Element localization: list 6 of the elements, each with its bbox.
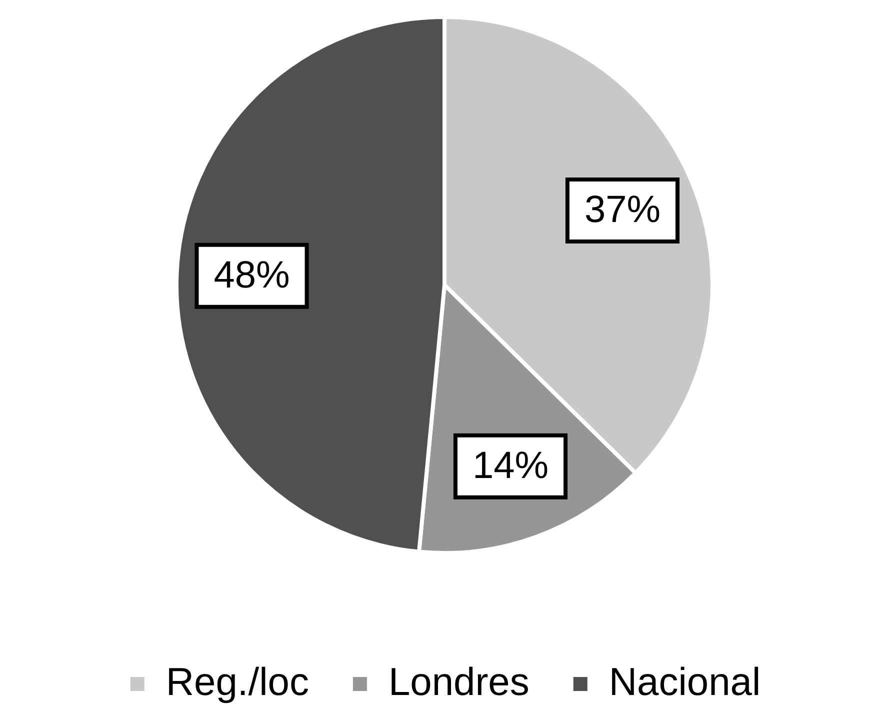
legend-label: Reg./loc [166, 660, 309, 704]
data-label: 48% [214, 254, 290, 296]
data-label: 37% [584, 188, 661, 231]
legend-label: Londres [388, 660, 530, 704]
data-label: 14% [472, 444, 549, 487]
legend-label: Nacional [608, 660, 761, 704]
